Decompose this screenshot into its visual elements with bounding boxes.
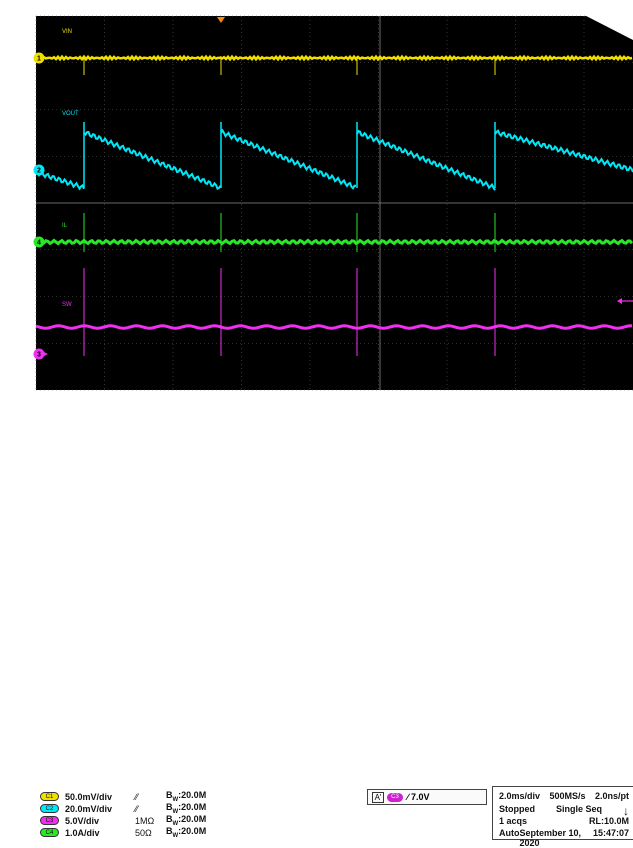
channel-3-bandwidth: BW:20.0M	[166, 814, 207, 827]
trigger-readout[interactable]: A' C3 ∕ 7.0V	[367, 789, 487, 805]
channel-2-readout[interactable]: C2 20.0mV/div ⁄⁄ BW:20.0M	[40, 802, 226, 815]
channel-1-bandwidth: BW:20.0M	[166, 790, 207, 803]
trigger-level-icon[interactable]	[42, 351, 48, 357]
channel-3-marker[interactable]	[33, 348, 45, 360]
channel-1-readout[interactable]: C1 50.0mV/div ⁄⁄ BW:20.0M	[40, 790, 226, 803]
channel-3-readout[interactable]: C3 5.0V/div 1MΩ BW:20.0M	[40, 814, 226, 827]
channel-1-badge[interactable]: C1	[40, 792, 59, 801]
vout-trace-segment	[35, 169, 85, 191]
vout-trace-segment	[83, 130, 222, 190]
channel-3-scale: 5.0V/div	[65, 815, 100, 826]
resolution: 2.0ns/pt	[594, 791, 629, 801]
record-length: RL:10.0M	[588, 816, 629, 826]
vout-trace-segment	[494, 129, 633, 173]
trigger-position-icon[interactable]	[217, 17, 225, 23]
capture-time: 15:47:07	[592, 828, 629, 838]
channel-4-badge[interactable]: C4	[40, 828, 59, 837]
channel-1-marker-label: 1	[37, 56, 41, 63]
channel-2-coupling: ⁄⁄	[135, 803, 139, 814]
channel-1-coupling: ⁄⁄	[135, 791, 139, 802]
trace-label-il: IL	[62, 223, 68, 229]
channel-2-badge[interactable]: C2	[40, 804, 59, 813]
channel-3-marker-label: 3	[37, 352, 41, 359]
channel-2-scale: 20.0mV/div	[65, 803, 113, 814]
left-arrow-icon[interactable]	[617, 298, 622, 304]
trace-label-vout: VOUT	[62, 111, 79, 117]
channel-4-marker[interactable]	[33, 236, 45, 248]
channel-2-marker[interactable]	[33, 164, 45, 176]
channel-4-marker-label: 4	[37, 240, 41, 247]
channel-4-scale: 1.0A/div	[65, 827, 100, 838]
channel-4-readout[interactable]: C4 1.0A/div 50Ω BW:20.0M	[40, 826, 226, 839]
vout-trace-segment	[356, 129, 496, 191]
channel-4-bandwidth: BW:20.0M	[166, 826, 207, 839]
trace-label-vin: VIN	[62, 29, 72, 35]
acquisition-readout[interactable]: 2.0ms/div 500MS/s 2.0ns/pt Stopped Singl…	[492, 786, 633, 848]
channel-1-marker[interactable]	[33, 52, 45, 64]
il-trace	[34, 238, 633, 246]
waveform-display: VIN VOUT IL SW 1 2 4 3	[0, 0, 633, 392]
trigger-level: ∕ 7.0V	[407, 792, 430, 802]
channel-2-bandwidth: BW:20.0M	[166, 802, 207, 815]
sw-trace	[35, 324, 633, 330]
acq-count: 1 acqs	[499, 816, 528, 826]
capture-date: September 10, 2020	[519, 828, 582, 848]
trace-label-sw: SW	[62, 302, 72, 308]
trigger-source-badge: C3	[387, 792, 403, 802]
channel-3-coupling: 1MΩ	[135, 815, 155, 826]
trigger-a-badge: A'	[372, 791, 384, 803]
sample-rate: 500MS/s	[549, 791, 586, 801]
channel-2-marker-label: 2	[37, 168, 41, 175]
status-footer: C1 50.0mV/div ⁄⁄ BW:20.0M C2 20.0mV/div …	[0, 392, 633, 848]
vout-trace-segment	[220, 128, 357, 190]
corner-glare	[555, 0, 633, 40]
trigger-mode: Auto	[499, 828, 520, 838]
channel-3-badge[interactable]: C3	[40, 816, 59, 825]
timebase: 2.0ms/div	[499, 791, 541, 801]
vin-trace	[35, 54, 633, 62]
channel-4-coupling: 50Ω	[135, 827, 152, 838]
channel-1-scale: 50.0mV/div	[65, 791, 113, 802]
